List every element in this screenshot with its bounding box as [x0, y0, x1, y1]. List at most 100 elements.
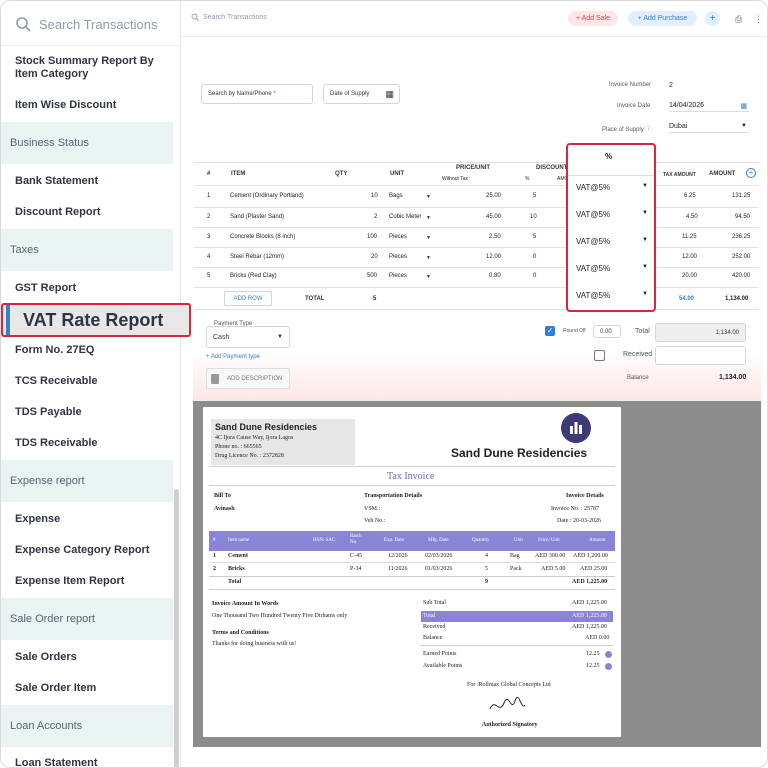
row-discount[interactable]: 5 — [533, 193, 537, 199]
more-options-icon[interactable]: ⋮ — [754, 14, 763, 24]
chevron-down-icon[interactable]: ▼ — [426, 274, 431, 280]
row-item[interactable]: Concrete Blocks (8 inch) — [230, 234, 296, 240]
printer-icon[interactable]: ⎙ — [735, 14, 743, 24]
summary-value: AED 1,225.00 — [572, 624, 607, 630]
vat-select[interactable]: VAT@5% ▼ — [576, 237, 648, 246]
section-expense-report: Expense report — [1, 460, 173, 502]
date-of-supply-field[interactable]: Date of Supply ▦ — [323, 84, 400, 104]
doc-row-qty: 4 — [485, 553, 488, 559]
row-tax: 6.25 — [684, 193, 696, 199]
row-item[interactable]: Steel Rebar (12mm) — [230, 254, 285, 260]
row-price[interactable]: 2.50 — [489, 234, 501, 240]
sidebar-item-bank-statement[interactable]: Bank Statement — [15, 175, 99, 187]
chevron-down-icon[interactable]: ▼ — [426, 194, 431, 200]
row-amount: 236.25 — [732, 234, 751, 240]
sidebar-item-tds-payable[interactable]: TDS Payable — [15, 406, 82, 418]
chevron-down-icon[interactable]: ▼ — [426, 215, 431, 221]
row-unit[interactable]: Bags — [389, 193, 403, 199]
add-payment-type-link[interactable]: + Add Payment type — [206, 354, 260, 360]
chevron-down-icon[interactable]: ▼ — [426, 255, 431, 261]
for-company: For :Rollmax Global Concepts Ltd — [467, 682, 551, 688]
row-discount[interactable]: 10 — [530, 214, 537, 220]
row-qty[interactable]: 500 — [367, 273, 378, 279]
vat-select[interactable]: VAT@5% ▼ — [576, 183, 648, 192]
row-qty[interactable]: 2 — [374, 214, 378, 220]
row-qty[interactable]: 100 — [367, 234, 378, 240]
vat-select-value: VAT@5% — [576, 291, 611, 300]
received-input[interactable] — [655, 346, 746, 365]
add-more-button[interactable]: + — [705, 11, 720, 26]
add-description-label: ADD DESCRIPTION — [227, 375, 283, 382]
row-price[interactable]: 12.00 — [486, 254, 502, 260]
sidebar-item-tcs-receivable[interactable]: TCS Receivable — [15, 375, 98, 387]
total-field-label: Total — [635, 328, 650, 335]
sidebar-item-discount-report[interactable]: Discount Report — [15, 206, 101, 218]
row-tax: 12.00 — [682, 254, 698, 260]
row-price[interactable]: 45.00 — [486, 214, 502, 220]
row-item[interactable]: Bricks (Red Clay) — [230, 273, 277, 279]
round-off-input[interactable]: 0.00 — [593, 325, 621, 338]
summary-total-highlight — [421, 611, 613, 622]
received-checkbox[interactable] — [594, 350, 605, 361]
sidebar-item-item-wise-discount[interactable]: Item Wise Discount — [15, 99, 117, 111]
chevron-down-icon[interactable]: ▼ — [426, 235, 431, 241]
sidebar-search[interactable]: Search Transactions — [15, 11, 185, 37]
doc-row-num: 2 — [213, 566, 216, 572]
row-unit[interactable]: Pieces — [389, 273, 408, 279]
row-qty[interactable]: 10 — [371, 193, 378, 199]
add-purchase-button[interactable]: + Add Purchase — [628, 11, 697, 26]
vat-select[interactable]: VAT@5% ▼ — [576, 210, 648, 219]
sidebar-item-form-27eq[interactable]: Form No. 27EQ — [15, 344, 95, 356]
row-item[interactable]: Sand (Plaster Sand) — [230, 214, 285, 220]
row-qty[interactable]: 20 — [371, 254, 378, 260]
row-tax: 20.00 — [682, 273, 698, 279]
sidebar-item-loan-statement[interactable]: Loan Statement — [15, 757, 98, 768]
summary-value: AED 0.00 — [585, 635, 610, 641]
divider — [209, 589, 615, 590]
add-column-icon[interactable]: + — [746, 168, 756, 178]
row-discount[interactable]: 0 — [533, 273, 537, 279]
top-search[interactable]: Search Transactions — [191, 13, 267, 21]
doc-col-qty: Quantity — [472, 538, 490, 543]
vat-select[interactable]: VAT@5% ▼ — [576, 264, 648, 273]
row-unit[interactable]: Cubic Meter — [389, 214, 422, 220]
row-discount[interactable]: 0 — [533, 254, 537, 260]
row-price[interactable]: 25.00 — [486, 193, 502, 199]
row-discount[interactable]: 5 — [533, 234, 537, 240]
sidebar-item-expense-item[interactable]: Expense Item Report — [15, 575, 125, 587]
add-sale-button[interactable]: + Add Sale — [568, 11, 618, 26]
add-description-button[interactable]: ADD DESCRIPTION — [206, 368, 290, 389]
sidebar-item-expense[interactable]: Expense — [15, 513, 61, 525]
section-business-status: Business Status — [1, 122, 173, 164]
row-unit[interactable]: Pieces — [389, 234, 408, 240]
row-item[interactable]: Cement (Ordinary Portland) — [230, 193, 304, 199]
sidebar-item-tds-receivable[interactable]: TDS Receivable — [15, 437, 98, 449]
add-row-button[interactable]: ADD ROW — [224, 291, 272, 306]
vat-select-value: VAT@5% — [576, 237, 611, 246]
place-of-supply-select[interactable]: Dubai ▼ — [669, 123, 749, 133]
search-icon — [16, 17, 31, 32]
sidebar-item-stock-summary[interactable]: Stock Summary Report By Item Category — [15, 55, 154, 80]
total-qty: 5 — [373, 296, 377, 302]
vat-select[interactable]: VAT@5% ▼ — [576, 291, 648, 300]
sidebar-item-expense-category[interactable]: Expense Category Report — [15, 544, 150, 556]
sidebar-item-vat-rate-report[interactable]: VAT Rate Report — [1, 303, 191, 337]
section-taxes: Taxes — [1, 229, 173, 271]
party-search-input[interactable]: Search by Name/Phone * — [201, 84, 313, 104]
available-points-value: 12.25 — [586, 663, 600, 669]
invoice-date-field[interactable]: 14/04/2026 ▦ — [669, 102, 749, 112]
sidebar-item-sale-orders[interactable]: Sale Orders — [15, 651, 77, 663]
row-unit[interactable]: Pieces — [389, 254, 408, 260]
sidebar-scrollbar[interactable] — [174, 489, 179, 767]
sidebar-item-gst-report[interactable]: GST Report — [15, 282, 77, 294]
doc-row-num: 1 — [213, 553, 216, 559]
row-price[interactable]: 0.80 — [489, 273, 501, 279]
payment-type-select[interactable]: Cash ▼ — [206, 326, 290, 348]
vehicle-field: Veh No.: — [364, 518, 386, 524]
row-tax: 11.25 — [682, 234, 697, 240]
invoice-number-value[interactable]: 2 — [669, 82, 673, 89]
vat-select-value: VAT@5% — [576, 210, 611, 219]
sidebar-item-sale-order-item[interactable]: Sale Order Item — [15, 682, 97, 694]
doc-row-amount: AED 25.00 — [580, 566, 608, 572]
round-off-checkbox[interactable]: ✓ — [545, 326, 555, 336]
